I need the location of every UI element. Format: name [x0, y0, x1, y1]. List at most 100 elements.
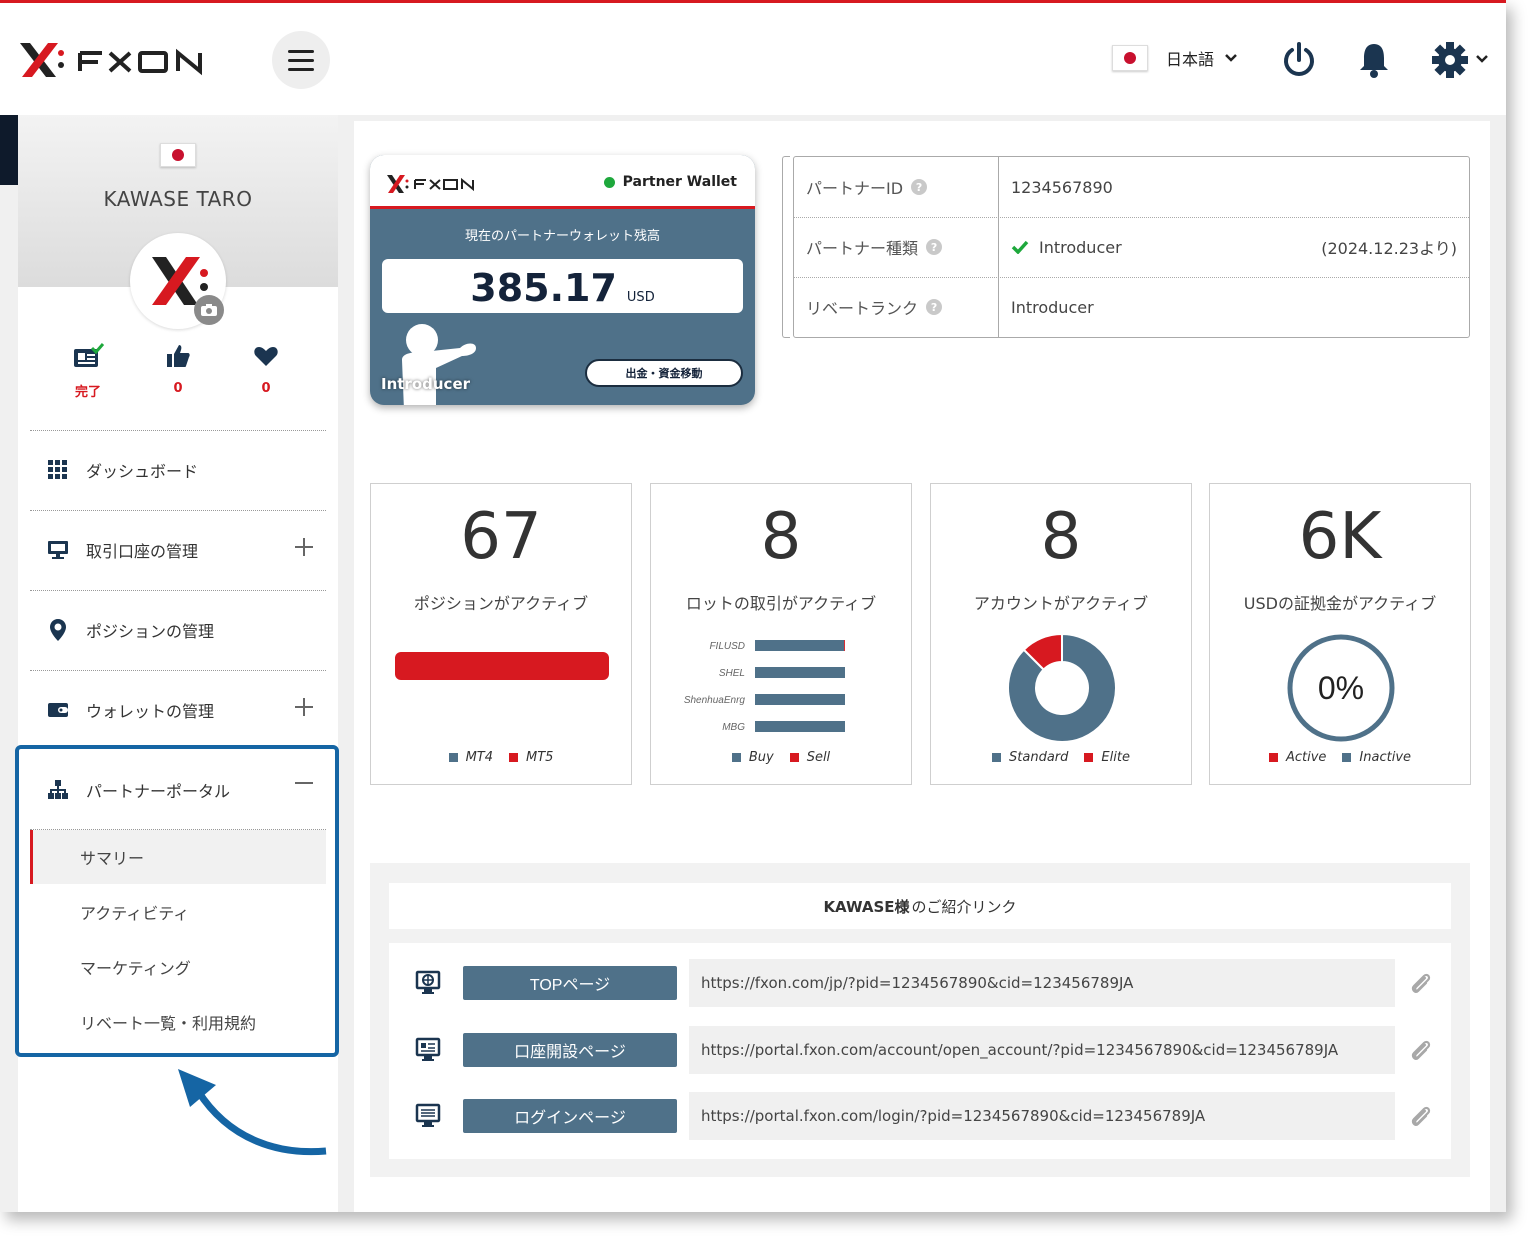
stat-caption: USDの証拠金がアクティブ — [1243, 594, 1437, 613]
positions-chart — [395, 652, 609, 680]
paperclip-copy-icon[interactable] — [1407, 970, 1433, 996]
divider — [30, 430, 326, 431]
highlight-box — [15, 745, 339, 1057]
partner-info-table: パートナーID? 1234567890 パートナー種類? Introducer … — [793, 156, 1470, 338]
stat-card-margin: 6K USDの証拠金がアクティブ 0% Active Inactive — [1209, 483, 1471, 785]
likes-count: 0 — [173, 381, 183, 396]
stat-caption: アカウントがアクティブ — [973, 594, 1149, 613]
referral-links-title: KAWASE様 のご紹介リンク — [389, 883, 1451, 929]
category-label: FILUSD — [709, 641, 745, 652]
slice-standard — [1007, 632, 1117, 743]
legend-item: Active — [1268, 750, 1326, 765]
wallet-title: Partner Wallet — [603, 174, 737, 190]
stat-caption: ポジションがアクティブ — [413, 594, 589, 613]
chevron-down-icon — [1225, 54, 1237, 62]
help-icon[interactable]: ? — [926, 299, 943, 315]
partner-wallet-card: Partner Wallet 現在のパートナーウォレット残高 385.17 US… — [370, 155, 755, 405]
chart-legend: Standard Elite — [931, 750, 1191, 765]
subnav-activity[interactable]: アクティビティ — [30, 885, 326, 939]
settings-chevron-icon[interactable] — [1475, 54, 1489, 64]
divider — [794, 277, 1469, 278]
verification-status: 完了 — [74, 385, 101, 400]
info-bracket — [782, 156, 790, 338]
subnav-label: サマリー — [80, 849, 145, 868]
user-name: KAWASE TARO — [103, 187, 253, 211]
nav-wallet[interactable]: ウォレットの管理 — [30, 671, 326, 749]
nav-dashboard[interactable]: ダッシュボード — [30, 431, 326, 509]
app-window: 日本語 KAWASE TARO — [0, 0, 1506, 1212]
link-row-top: TOPページ https://fxon.com/jp/?pid=12345678… — [389, 958, 1451, 1008]
check-icon — [1011, 240, 1029, 254]
link-url-field[interactable]: https://portal.fxon.com/account/open_acc… — [689, 1026, 1395, 1074]
bar-buy — [755, 694, 845, 705]
since-date: (2024.12.23より) — [1321, 239, 1457, 258]
wallet-card-header: Partner Wallet — [370, 155, 755, 209]
favorites-stat[interactable]: 0 — [236, 343, 296, 396]
info-row-partner-id: パートナーID? 1234567890 — [794, 157, 1469, 217]
online-dot-icon — [603, 176, 615, 188]
help-icon[interactable]: ? — [926, 239, 943, 255]
subnav-summary[interactable]: サマリー — [30, 830, 326, 884]
bar-buy — [755, 640, 845, 651]
wallet-icon — [46, 698, 70, 722]
divider — [30, 670, 326, 671]
bar-buy — [755, 667, 845, 678]
link-label-button[interactable]: ログインページ — [463, 1099, 677, 1133]
link-label-button[interactable]: 口座開設ページ — [463, 1033, 677, 1067]
nav-label: ポジションの管理 — [86, 622, 215, 641]
monitor-login-icon — [415, 1103, 441, 1127]
expand-plus-icon[interactable] — [294, 537, 314, 557]
link-url-field[interactable]: https://portal.fxon.com/login/?pid=12345… — [689, 1092, 1395, 1140]
bar-sell — [844, 640, 845, 651]
stat-number: 6K — [1298, 500, 1382, 574]
info-row-rebate-rank: リベートランク? Introducer — [794, 277, 1469, 337]
language-label: 日本語 — [1166, 50, 1215, 69]
nav-label: 取引口座の管理 — [86, 542, 199, 561]
legend-item: Elite — [1084, 750, 1130, 765]
link-label-button[interactable]: TOPページ — [463, 966, 677, 1000]
chart-legend: Active Inactive — [1210, 750, 1470, 765]
sidebar: KAWASE TARO 完了 0 0 ダッシュボード — [18, 115, 338, 1212]
expand-plus-icon[interactable] — [294, 697, 314, 717]
collapse-minus-icon[interactable] — [294, 773, 314, 793]
gear-icon[interactable] — [1430, 41, 1470, 79]
legend-item: Sell — [789, 750, 830, 765]
margin-ring-chart: 0% — [1287, 634, 1395, 742]
left-accent-strip — [0, 115, 18, 185]
fxon-logo — [387, 175, 474, 193]
category-label: MBG — [722, 722, 745, 733]
paperclip-copy-icon[interactable] — [1407, 1103, 1433, 1129]
paperclip-copy-icon[interactable] — [1407, 1037, 1433, 1063]
legend-item: Inactive — [1342, 750, 1411, 765]
subnav-rebate-terms[interactable]: リベート一覧・利用規約 — [30, 995, 326, 1049]
bell-icon[interactable] — [1355, 41, 1393, 79]
stat-number: 8 — [760, 500, 802, 574]
language-selector[interactable]: 日本語 — [1112, 45, 1238, 71]
info-row-partner-type: パートナー種類? Introducer (2024.12.23より) — [794, 217, 1469, 277]
legend-item: Buy — [731, 750, 774, 765]
introducer-label: Introducer — [381, 375, 471, 393]
withdraw-transfer-button[interactable]: 出金・資金移動 — [585, 359, 743, 387]
legend-item: MT4 — [448, 750, 493, 765]
help-icon[interactable]: ? — [911, 179, 928, 195]
menu-toggle-button[interactable] — [272, 31, 330, 89]
info-value: Introducer — [1011, 297, 1094, 317]
camera-icon[interactable] — [194, 295, 224, 325]
info-key: パートナーID? — [794, 157, 999, 217]
divider — [30, 590, 326, 591]
subnav-marketing[interactable]: マーケティング — [30, 940, 326, 994]
nav-positions[interactable]: ポジションの管理 — [30, 591, 326, 669]
likes-stat[interactable]: 0 — [148, 343, 208, 396]
link-row-login: ログインページ https://portal.fxon.com/login/?p… — [389, 1091, 1451, 1141]
ring-inactive — [1287, 634, 1395, 742]
nav-partner-portal[interactable]: パートナーポータル — [30, 751, 326, 829]
power-icon[interactable] — [1280, 41, 1318, 79]
fxon-logo[interactable] — [18, 39, 233, 81]
stat-card-lots: 8 ロットの取引がアクティブ FILUSD SHEL ShenhuaEnrg MBG … — [650, 483, 912, 785]
verification-stat[interactable]: 完了 — [58, 343, 118, 400]
link-url-field[interactable]: https://fxon.com/jp/?pid=1234567890&cid=… — [689, 959, 1395, 1007]
subnav-label: リベート一覧・利用規約 — [80, 1014, 257, 1033]
nav-trading-accounts[interactable]: 取引口座の管理 — [30, 511, 326, 589]
heart-icon — [254, 347, 278, 366]
legend-item: MT5 — [509, 750, 553, 765]
